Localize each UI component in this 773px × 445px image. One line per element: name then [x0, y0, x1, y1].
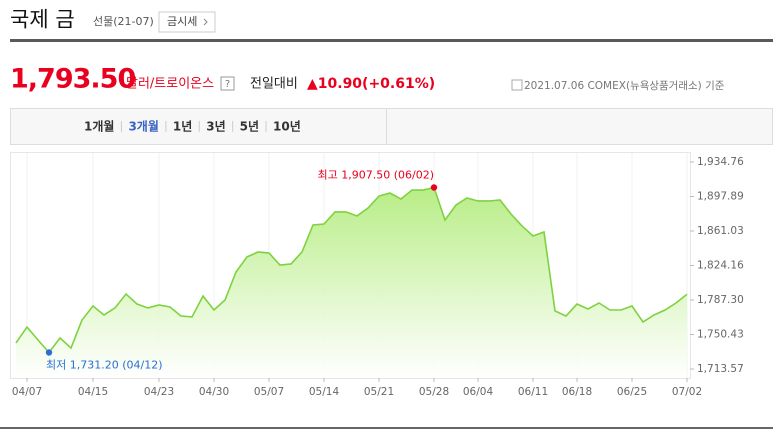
y-tick-label: 1,787.30 [697, 294, 744, 306]
tab-group: 1개월 3개월 1년 3년 5년 10년 [84, 119, 301, 134]
x-tick-label: 05/28 [419, 386, 449, 398]
period-tab[interactable]: 3년 [206, 120, 225, 134]
y-tick-label: 1,934.76 [697, 156, 744, 168]
low-marker [45, 349, 53, 356]
button-label[interactable]: 금시세 [167, 15, 197, 28]
x-tick-label: 06/18 [562, 386, 592, 398]
x-tick-label: 04/30 [199, 386, 229, 398]
change-label: 전일대비 [250, 77, 298, 92]
price-line [15, 186, 688, 354]
x-tick-label: 04/23 [144, 386, 174, 398]
tab-bar [10, 108, 773, 145]
x-tick-label: 06/25 [617, 386, 647, 398]
y-tick-label: 1,861.03 [697, 225, 744, 237]
x-tick-label: 04/07 [12, 386, 42, 398]
period-tab[interactable]: 1개월 [84, 119, 114, 134]
area-fill [16, 187, 687, 378]
button-arrow [203, 18, 208, 26]
x-tick-label: 04/15 [78, 386, 108, 398]
page-title: 국제 금 [10, 8, 75, 32]
plot-area: 1,934.76 1,897.89 1,861.03 1,824.16 1,787.30… [12, 153, 744, 398]
x-tick-label: 05/14 [309, 386, 340, 398]
x-tick-label: 05/21 [364, 386, 394, 398]
high-marker [430, 184, 438, 191]
x-tick-label: 06/11 [518, 386, 548, 398]
x-tick-label: 06/04 [463, 386, 494, 398]
footer-rule [0, 427, 773, 429]
price-value: 1,793.50 [10, 64, 135, 95]
low-annotation: 최저 1,731.20 (04/12) [46, 358, 163, 371]
price-unit: 달러/트로이온스 [126, 77, 214, 92]
change-value: ▲10.90(+0.61%) [307, 76, 435, 92]
y-tick-label: 1,897.89 [697, 191, 744, 203]
subtitle: 선물(21-07) [93, 15, 154, 28]
period-tab[interactable]: 5년 [240, 120, 259, 134]
period-tab[interactable]: 3개월 [128, 119, 158, 134]
high-annotation: 최고 1,907.50 (06/02) [317, 169, 434, 182]
help-icon[interactable] [220, 76, 235, 91]
period-tab[interactable]: 1년 [173, 120, 192, 134]
period-tab[interactable]: 10년 [273, 120, 301, 134]
gold-price-button[interactable]: 금시세 [158, 11, 216, 33]
y-tick-label: 1,824.16 [697, 260, 744, 272]
x-tick-label: 07/02 [672, 386, 702, 398]
source-icon [511, 79, 523, 91]
help-mark[interactable]: ? [225, 79, 230, 90]
source-note: 2021.07.06 COMEX(뉴욕상품거래소) 기준 [524, 80, 725, 92]
y-tick-label: 1,713.57 [697, 363, 744, 375]
header-rule [10, 39, 773, 42]
button-frame[interactable] [158, 11, 216, 33]
y-tick-label: 1,750.43 [697, 329, 744, 341]
x-tick-label: 05/07 [254, 386, 284, 398]
